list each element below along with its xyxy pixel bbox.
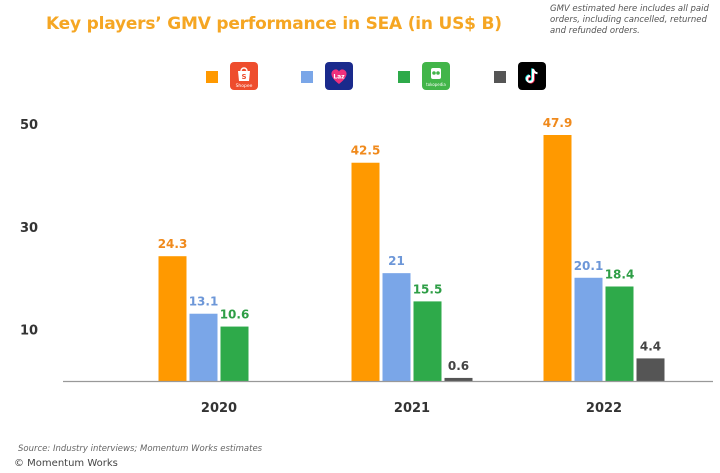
bar-value-label: 10.6 — [220, 308, 250, 322]
tiktok-logo-icon — [518, 62, 546, 90]
bar-chart: 10 30 50 24.3 13.110.6 42.5 21 15.5 0.6 47.9 20.1… — [20, 116, 713, 416]
legend: S Shopee Laz tokopedia — [0, 62, 720, 92]
bar-value-label: 47.9 — [543, 116, 573, 130]
bar — [413, 301, 442, 381]
bar — [444, 377, 473, 381]
y-tick-label: 30 — [20, 221, 38, 236]
bar — [636, 358, 665, 381]
bar — [220, 326, 249, 381]
bar-value-label: 42.5 — [351, 144, 381, 158]
x-tick-label: 2020 — [201, 401, 237, 416]
bar — [605, 286, 634, 381]
legend-swatch-lazada — [301, 71, 313, 83]
bar — [574, 277, 603, 381]
x-axis-tick-labels: 2020 2021 2022 — [201, 401, 622, 416]
bar — [543, 135, 572, 381]
bar-value-label: 24.3 — [158, 237, 188, 251]
svg-text:Shopee: Shopee — [236, 83, 253, 89]
chart-title: Key players’ GMV performance in SEA (in … — [46, 14, 502, 34]
bar — [351, 162, 380, 381]
x-tick-label: 2021 — [394, 401, 430, 416]
bar-value-label: 21 — [388, 254, 405, 268]
source-note: Source: Industry interviews; Momentum Wo… — [18, 444, 263, 454]
bar-value-label: 0.6 — [448, 359, 469, 373]
svg-text:S: S — [241, 73, 246, 81]
gmv-definition-note: GMV estimated here includes all paid ord… — [550, 4, 709, 36]
value-labels: 24.3 13.110.6 42.5 21 15.5 0.6 47.9 20.118.4 4.4 — [158, 116, 661, 373]
legend-swatch-tokopedia — [398, 71, 410, 83]
tokopedia-logo-icon: tokopedia — [422, 62, 450, 90]
bar-value-label: 4.4 — [640, 339, 661, 353]
bar-value-label: 18.4 — [605, 268, 635, 282]
legend-swatch-shopee — [206, 71, 218, 83]
y-tick-label: 50 — [20, 118, 38, 133]
shopee-logo-icon: S Shopee — [230, 62, 258, 90]
lazada-logo-icon: Laz — [325, 62, 353, 90]
y-tick-label: 10 — [20, 324, 38, 339]
bar — [382, 273, 411, 381]
bar-value-label: 20.1 — [574, 259, 604, 273]
legend-swatch-tiktok — [494, 71, 506, 83]
x-tick-label: 2022 — [586, 401, 622, 416]
svg-text:Laz: Laz — [333, 74, 345, 81]
svg-text:tokopedia: tokopedia — [426, 82, 446, 87]
y-axis-tick-labels: 10 30 50 — [20, 118, 38, 338]
bars — [158, 135, 665, 381]
copyright: © Momentum Works — [14, 458, 118, 469]
bar-value-label: 15.5 — [413, 282, 443, 296]
bar — [189, 313, 218, 381]
bar-value-label: 13.1 — [189, 295, 219, 309]
bar — [158, 256, 187, 381]
